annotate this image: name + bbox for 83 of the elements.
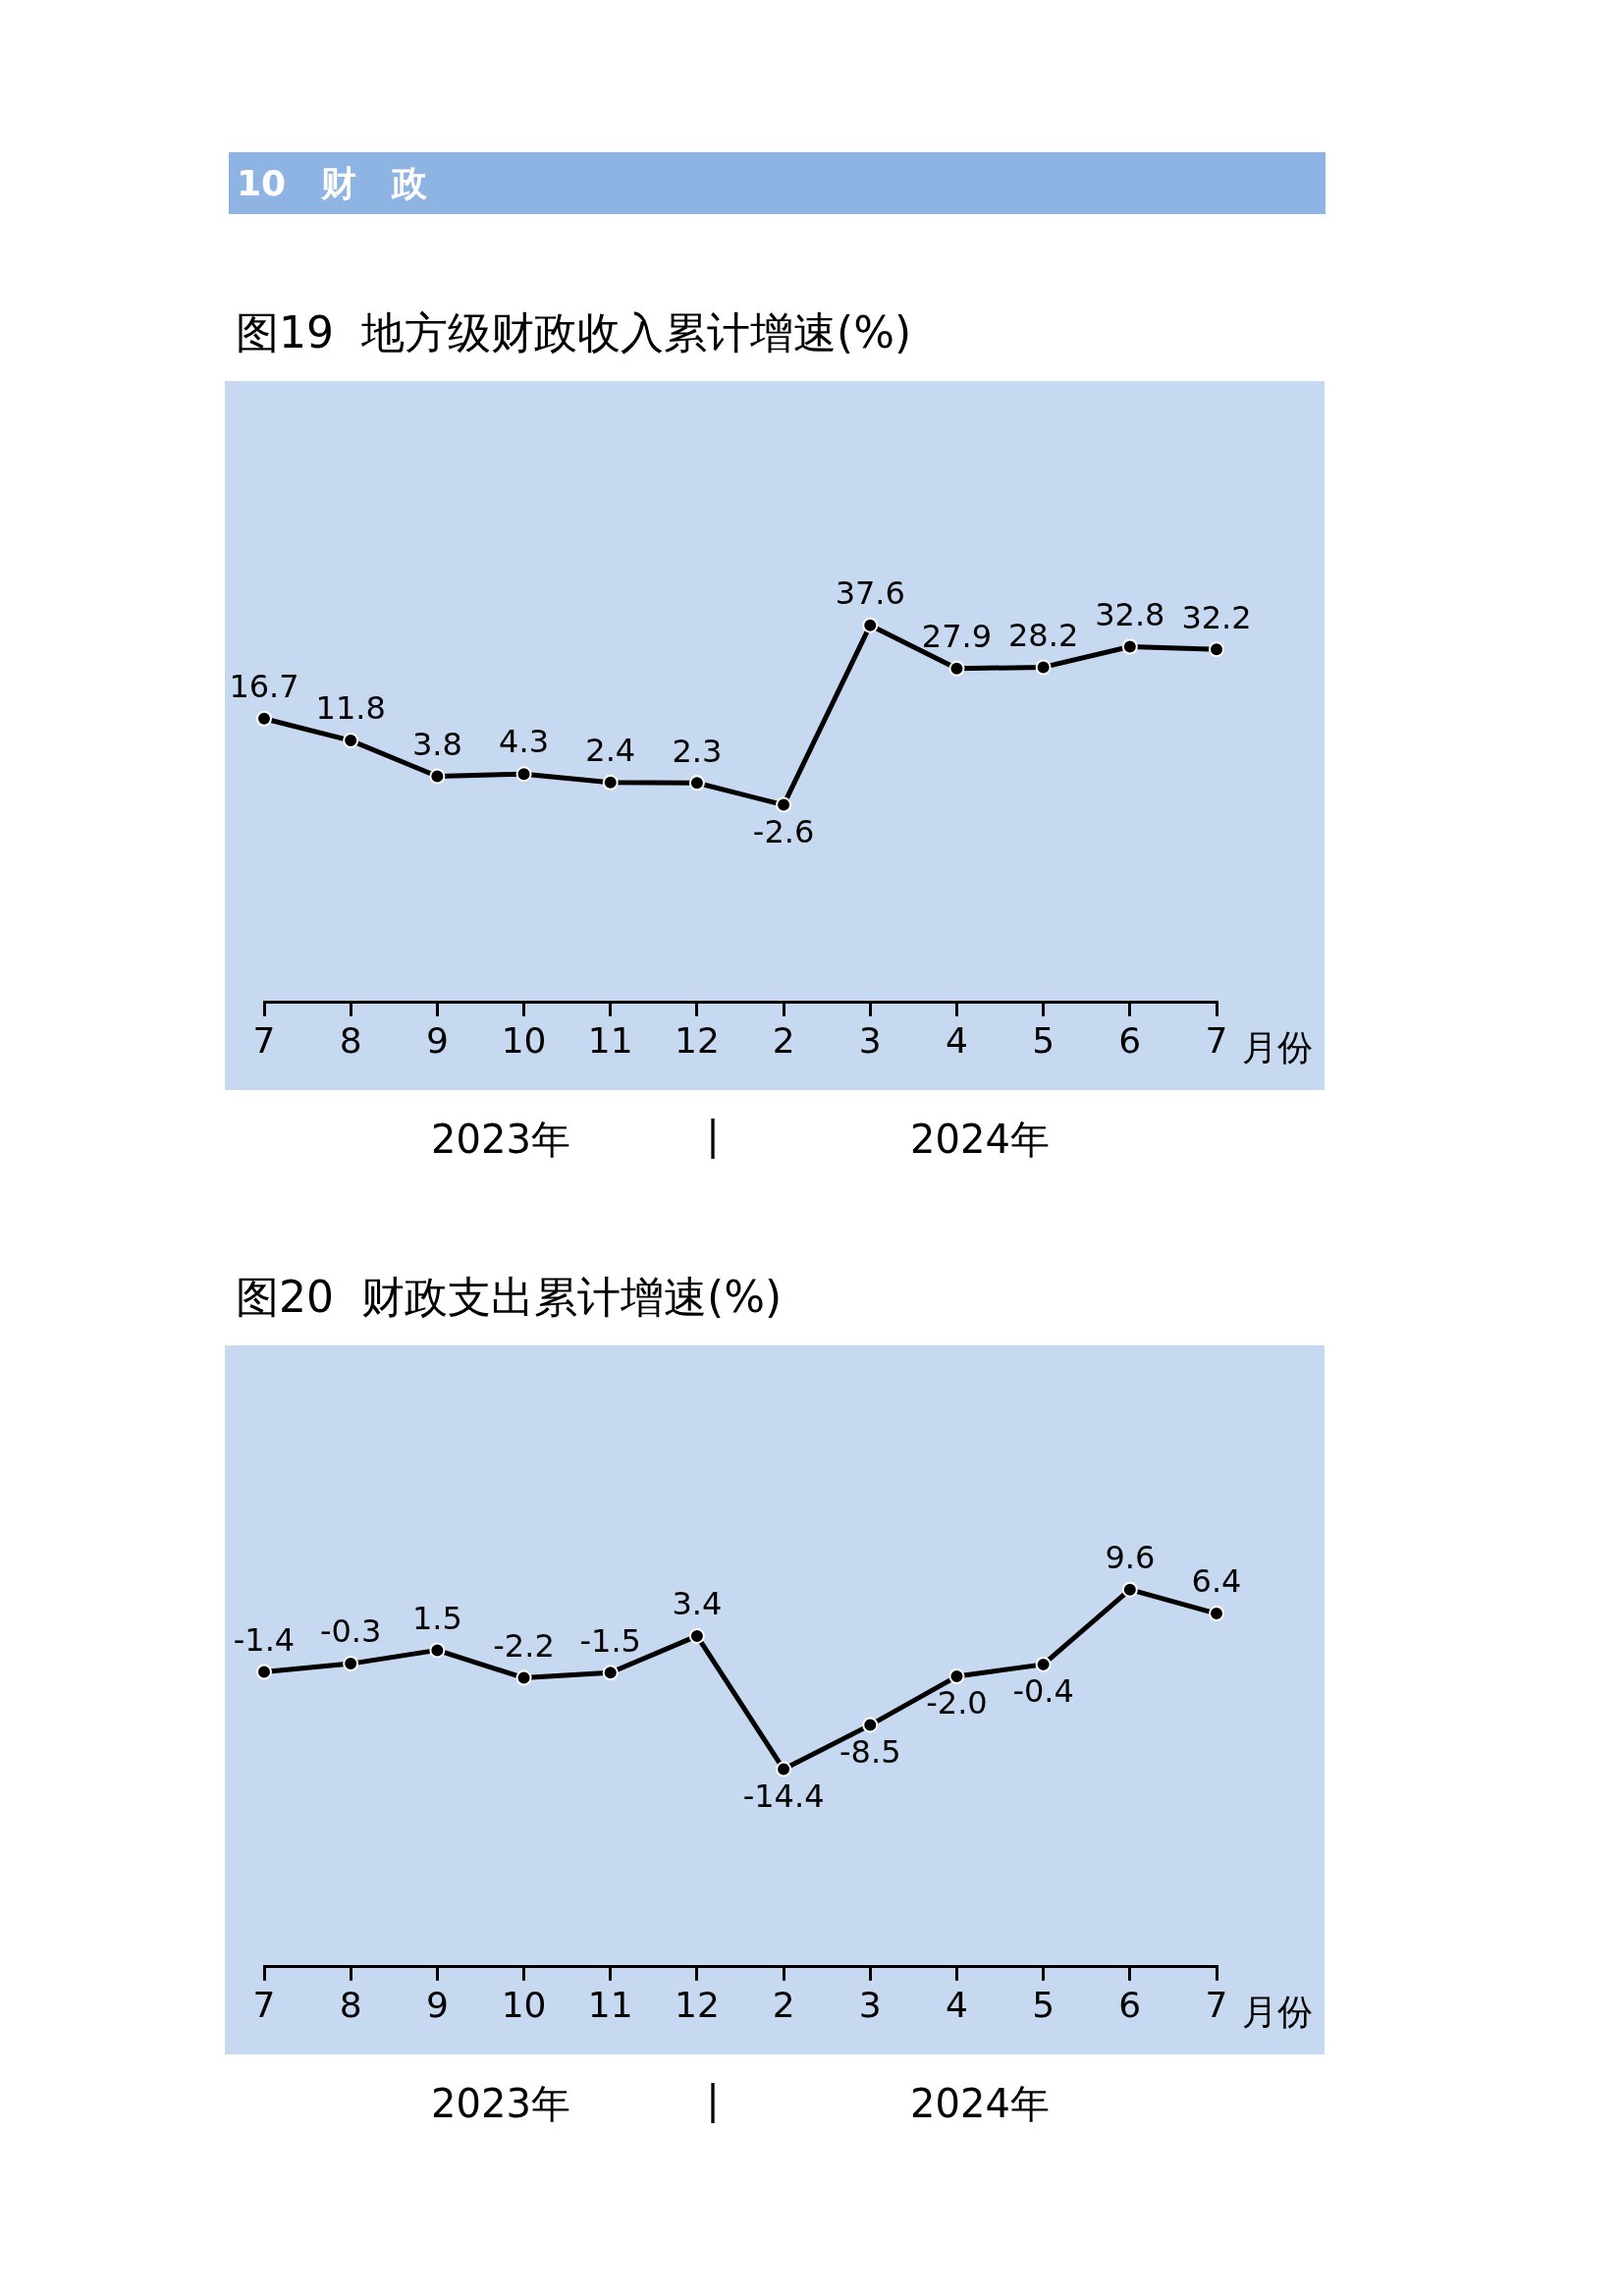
point xyxy=(1035,659,1052,676)
data-label: -1.5 xyxy=(579,1621,641,1660)
data-label: 32.8 xyxy=(1095,595,1165,633)
point xyxy=(862,1717,879,1733)
x-tick-label: 5 xyxy=(1032,1019,1055,1061)
text: 2024年 xyxy=(910,1116,1050,1164)
x-tick-label: 7 xyxy=(1205,1019,1228,1061)
x-tick-label: 6 xyxy=(1118,1984,1142,2025)
x-tick-label: 5 xyxy=(1032,1984,1055,2025)
data-label: 28.2 xyxy=(1008,616,1079,654)
point xyxy=(429,1642,446,1659)
data-label: -0.4 xyxy=(1012,1672,1074,1711)
data-label: 37.6 xyxy=(835,574,905,612)
text: 2024年 xyxy=(910,2080,1050,2128)
point xyxy=(602,774,619,791)
text: | xyxy=(706,1113,720,1158)
data-label: 6.4 xyxy=(1191,1562,1242,1601)
point xyxy=(602,1665,619,1681)
point xyxy=(862,617,879,633)
x-tick-label: 8 xyxy=(339,1984,362,2025)
point xyxy=(1209,641,1224,658)
text: 2023年 xyxy=(431,2080,570,2128)
x-tick-label: 7 xyxy=(252,1984,276,2025)
data-label: -1.4 xyxy=(233,1620,296,1659)
point xyxy=(948,660,965,677)
point xyxy=(948,1668,965,1685)
data-label: -8.5 xyxy=(839,1732,901,1771)
data-label: 3.8 xyxy=(411,725,462,763)
text: 2023年 xyxy=(431,1116,570,1164)
text: | xyxy=(706,2077,720,2122)
text: 10 财 政 xyxy=(229,152,1325,214)
x-tick-label: 3 xyxy=(858,1984,882,2025)
point xyxy=(343,1656,359,1672)
point xyxy=(256,1664,272,1680)
point xyxy=(1209,1606,1224,1622)
data-label: 27.9 xyxy=(921,618,993,656)
x-tick-label: 12 xyxy=(675,1984,720,2025)
data-label: -2.2 xyxy=(493,1626,555,1665)
data-label: 1.5 xyxy=(411,1599,462,1637)
point xyxy=(343,733,359,749)
point xyxy=(256,710,272,727)
x-tick-label: 12 xyxy=(675,1019,720,1061)
x-axis-title: 月份 xyxy=(1242,1027,1313,1068)
x-tick-label: 10 xyxy=(501,1984,547,2025)
x-tick-label: 7 xyxy=(252,1019,276,1061)
point xyxy=(1121,1581,1138,1598)
data-label: 32.2 xyxy=(1181,598,1252,636)
x-tick-label: 3 xyxy=(858,1019,882,1061)
data-label: 2.3 xyxy=(672,732,723,770)
x-tick-label: 4 xyxy=(946,1984,968,2025)
data-label: 3.4 xyxy=(672,1585,723,1623)
point xyxy=(776,796,792,813)
x-tick-label: 9 xyxy=(425,1984,449,2025)
data-label: 11.8 xyxy=(315,689,386,728)
x-tick-label: 9 xyxy=(425,1019,449,1061)
data-label: 9.6 xyxy=(1105,1538,1156,1576)
x-tick-label: 11 xyxy=(587,1019,633,1061)
data-label: -2.0 xyxy=(926,1684,988,1722)
point xyxy=(429,768,446,785)
data-label: -2.6 xyxy=(752,812,815,850)
point xyxy=(1035,1656,1052,1672)
x-tick-label: 11 xyxy=(587,1984,633,2025)
x-tick-label: 10 xyxy=(501,1019,547,1061)
data-label: 2.4 xyxy=(585,732,636,770)
x-axis-title: 月份 xyxy=(1242,1992,1313,2033)
point xyxy=(1121,638,1138,655)
point xyxy=(776,1761,792,1777)
x-tick-label: 8 xyxy=(339,1019,362,1061)
x-tick-label: 6 xyxy=(1118,1019,1142,1061)
point xyxy=(688,775,705,792)
point xyxy=(688,1627,705,1644)
data-label: 4.3 xyxy=(499,723,549,761)
chart-title: 图20 财政支出累计增速(%) xyxy=(236,1271,783,1324)
data-label: -0.3 xyxy=(319,1613,382,1651)
x-tick-label: 7 xyxy=(1205,1984,1228,2025)
chart-title: 图19 地方级财政收入累计增速(%) xyxy=(236,306,912,359)
x-tick-label: 2 xyxy=(772,1019,795,1061)
x-tick-label: 4 xyxy=(946,1019,968,1061)
data-label: 16.7 xyxy=(229,668,299,706)
data-label: -14.4 xyxy=(742,1777,825,1815)
x-tick-label: 2 xyxy=(772,1984,795,2025)
point xyxy=(515,1669,532,1686)
point xyxy=(515,766,532,783)
